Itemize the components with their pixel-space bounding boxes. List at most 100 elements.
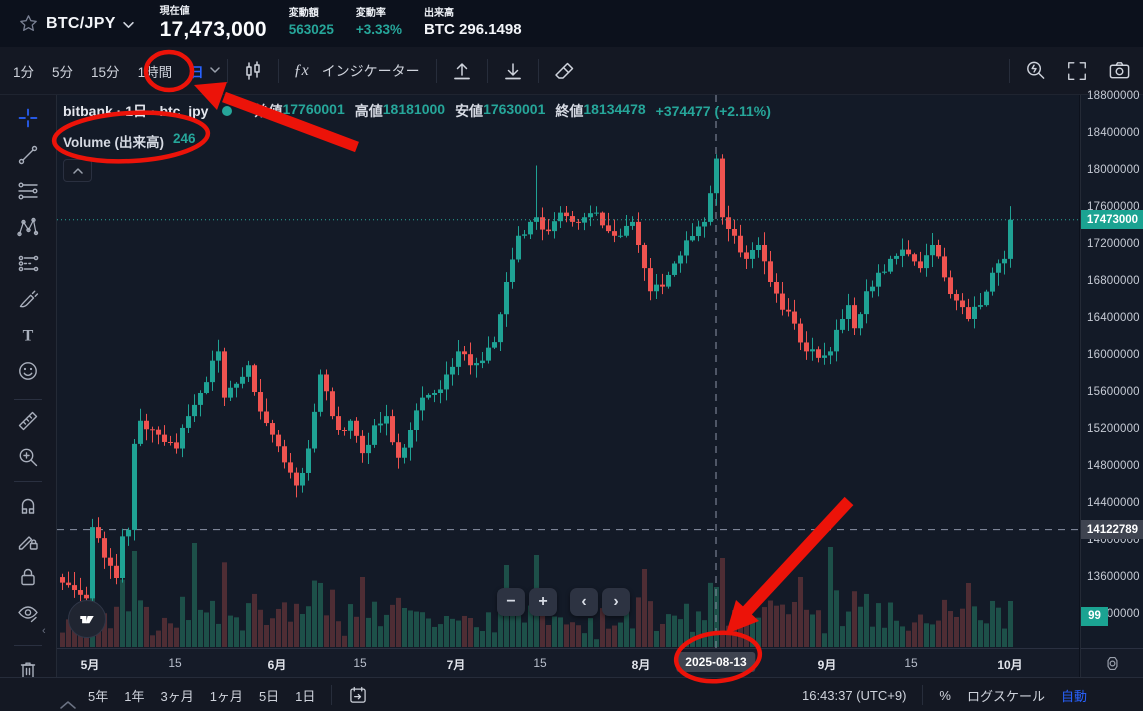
candle-body (474, 363, 479, 366)
sidebar-tool-zoom-in[interactable] (16, 445, 40, 469)
ohlc-value: 17760001 (282, 101, 345, 117)
hide-all-icon (18, 606, 38, 623)
sidebar-collapse-handle[interactable]: ‹ (42, 625, 46, 637)
candle-body (126, 529, 131, 537)
tradingview-logo[interactable] (68, 600, 106, 638)
sidebar-tool-fib-lines[interactable] (16, 179, 40, 203)
candle-body (642, 245, 647, 269)
indicators-button[interactable]: インジケーター (321, 62, 420, 79)
go-to-date-calendar-icon[interactable] (346, 683, 370, 707)
interval-button-5分[interactable]: 5分 (52, 64, 74, 80)
volume-indicator-label[interactable]: Volume (出来高) (63, 135, 164, 150)
candle-body (882, 271, 887, 273)
volume-bar (708, 582, 713, 647)
volume-bar (318, 582, 323, 647)
range-button-1ヶ月[interactable]: 1ヶ月 (209, 688, 243, 704)
sidebar-tool-forecast[interactable] (16, 251, 40, 275)
fullscreen-icon[interactable] (1065, 59, 1089, 83)
scroll-left-button[interactable]: ‹ (570, 588, 598, 616)
volume-bar (630, 628, 635, 647)
range-button-1日[interactable]: 1日 (295, 688, 316, 704)
time-axis-label: 5月 (80, 658, 100, 672)
sidebar-tool-ruler[interactable] (16, 409, 40, 433)
legend-collapse-button[interactable] (63, 159, 92, 182)
candle-body (582, 217, 587, 223)
range-button-1年[interactable]: 1年 (124, 688, 145, 704)
log-scale-toggle[interactable]: ログスケール (966, 688, 1045, 704)
candle-body (324, 374, 329, 392)
volume-bar (906, 630, 911, 647)
interval-button-1分[interactable]: 1分 (13, 64, 35, 80)
candle-body (312, 411, 317, 449)
candle-body (588, 213, 593, 218)
symbol-name[interactable]: BTC/JPY (46, 14, 116, 32)
volume-bar (420, 612, 425, 647)
percent-scale-toggle[interactable]: % (939, 687, 951, 703)
candle-body (888, 258, 893, 272)
range-button-5年[interactable]: 5年 (88, 688, 109, 704)
sidebar-tool-text[interactable]: T (16, 323, 40, 347)
candlestick-chart[interactable] (57, 95, 1079, 648)
stat-label: 現在値 (159, 6, 190, 17)
range-button-3ヶ月[interactable]: 3ヶ月 (160, 688, 194, 704)
volume-bar (738, 618, 743, 647)
sidebar-tool-remove-all[interactable] (16, 658, 40, 682)
sidebar-tool-crosshair[interactable] (16, 106, 40, 130)
volume-bar (654, 630, 659, 647)
time-axis[interactable]: 5月 15 6月 15 7月 15 8月 9月 15 10月 2025-08-13 (57, 648, 1079, 678)
zoom-out-button[interactable]: − (497, 588, 525, 616)
legend-symbol-title[interactable]: bitbank · 1日 · btc_jpy (63, 103, 209, 119)
volume-bar (480, 631, 485, 647)
sidebar-tool-brush[interactable] (16, 287, 40, 311)
sidebar-tool-emoji[interactable] (16, 359, 40, 383)
candle-body (240, 376, 245, 384)
sidebar-tool-hide-all[interactable] (16, 601, 40, 625)
candle-body (444, 374, 449, 390)
volume-bar (438, 624, 443, 647)
interval-dropdown-caret-icon[interactable] (209, 67, 220, 74)
crosshair-date-badge: 2025-08-13 (676, 652, 756, 672)
volume-bar (822, 633, 827, 647)
candle-body (942, 256, 947, 278)
interval-button-1時間[interactable]: 1時間 (137, 64, 173, 80)
ohlc-label: 高値 (354, 103, 383, 119)
brush-icon (19, 290, 39, 308)
symbol-dropdown-caret-icon[interactable] (122, 21, 134, 29)
download-layout-icon[interactable] (501, 59, 525, 83)
candle-body (654, 284, 659, 292)
interval-button-日[interactable]: 日 (190, 64, 204, 80)
interval-button-15分[interactable]: 15分 (91, 64, 120, 80)
upload-layout-icon[interactable] (450, 59, 474, 83)
volume-bar (666, 614, 671, 647)
candle-body (102, 538, 107, 558)
watchlist-star-icon[interactable] (16, 12, 40, 36)
volume-bar (366, 617, 371, 647)
range-button-5日[interactable]: 5日 (258, 688, 280, 704)
auto-scale-toggle[interactable]: 自動 (1060, 688, 1087, 704)
zoom-in-button[interactable]: + (529, 588, 557, 616)
eraser-icon[interactable] (552, 59, 576, 83)
candle-body (618, 235, 623, 237)
quick-search-icon[interactable] (1023, 59, 1047, 83)
candle-body (330, 391, 335, 417)
volume-bar (576, 625, 581, 647)
sidebar-tool-trend-line[interactable] (16, 143, 40, 167)
sidebar-tool-xabcd-pattern[interactable] (16, 215, 40, 239)
sidebar-tool-magnet[interactable] (16, 493, 40, 517)
volume-bar (426, 618, 431, 647)
price-scale-settings-gear-icon[interactable] (1103, 654, 1122, 673)
candle-body (492, 342, 497, 348)
sidebar-tool-drawing-lock[interactable] (16, 529, 40, 553)
sidebar-tool-lock-all[interactable] (16, 565, 40, 589)
chart-style-candles-icon[interactable] (241, 59, 265, 83)
screenshot-camera-icon[interactable] (1107, 59, 1131, 83)
scroll-right-button[interactable]: › (602, 588, 630, 616)
candle-body (780, 293, 785, 310)
fx-icon[interactable]: ƒx (293, 61, 309, 79)
forecast-icon (18, 255, 39, 272)
clock[interactable]: 16:43:37 (UTC+9) (801, 687, 907, 703)
volume-bar (924, 623, 929, 647)
price-axis-label: 14400000 (1087, 497, 1140, 509)
price-axis[interactable]: 18800000 18400000 18000000 17600000 17200000… (1080, 90, 1143, 648)
bottom-panel-expand-icon[interactable] (60, 700, 76, 709)
